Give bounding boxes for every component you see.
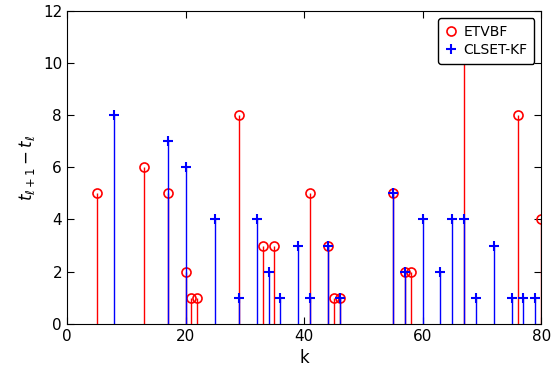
Y-axis label: $t_{\ell+1} - t_\ell$: $t_{\ell+1} - t_\ell$ xyxy=(17,134,37,201)
Legend: ETVBF, CLSET-KF: ETVBF, CLSET-KF xyxy=(438,18,535,64)
X-axis label: k: k xyxy=(299,349,309,367)
